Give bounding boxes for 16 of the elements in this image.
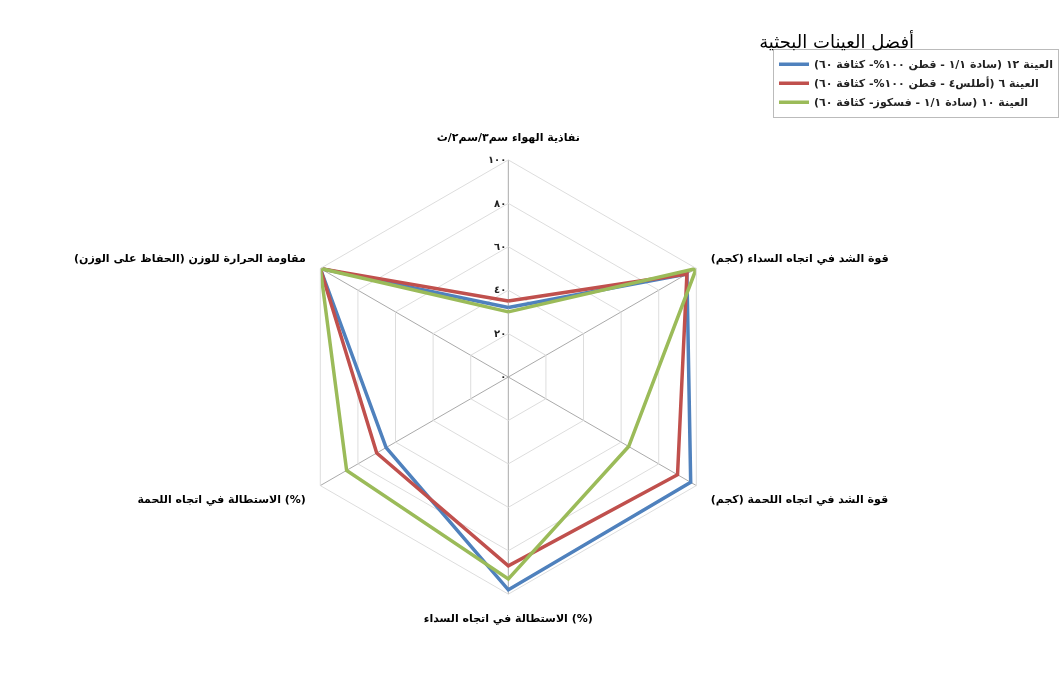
y-tick-label: ٦٠ bbox=[494, 241, 507, 253]
spoke-label: قوة الشد في اتجاه السداء (كجم) bbox=[710, 252, 889, 266]
legend-label: (أطلس٤ - قطن ١٠٠%- كثافة ٦٠) العينة ٦ bbox=[814, 76, 1039, 91]
spoke-label: نفاذية الهواء سم٣/سم٢/ث bbox=[436, 131, 580, 145]
y-tick-label: ٨٠ bbox=[494, 197, 507, 209]
spoke-label: الاستطالة في اتجاه اللحمة (%) bbox=[137, 492, 306, 506]
y-tick-label: ١٠٠ bbox=[488, 154, 507, 166]
legend-label: (سادة ١/١ - فسكوز- كثافة ٦٠) العينة ١٠ bbox=[814, 96, 1029, 110]
y-tick-label: ٤٠ bbox=[494, 284, 507, 296]
y-tick-label: ٢٠ bbox=[494, 327, 507, 339]
y-tick-label: ٠ bbox=[500, 371, 507, 383]
spoke-label: قوة الشد في اتجاه اللحمة (كجم) bbox=[710, 492, 889, 506]
spoke-label: الاستطالة في اتجاه السداء (%) bbox=[423, 611, 593, 625]
chart-title: أفضل العينات البحثية bbox=[759, 30, 915, 52]
spoke-label: مقاومة الحرارة للوزن (الحفاظ على الوزن) bbox=[74, 252, 306, 266]
legend-label: (سادة ١/١ - قطن ١٠٠%- كثافة ٦٠) العينة ١٢ bbox=[814, 58, 1053, 72]
